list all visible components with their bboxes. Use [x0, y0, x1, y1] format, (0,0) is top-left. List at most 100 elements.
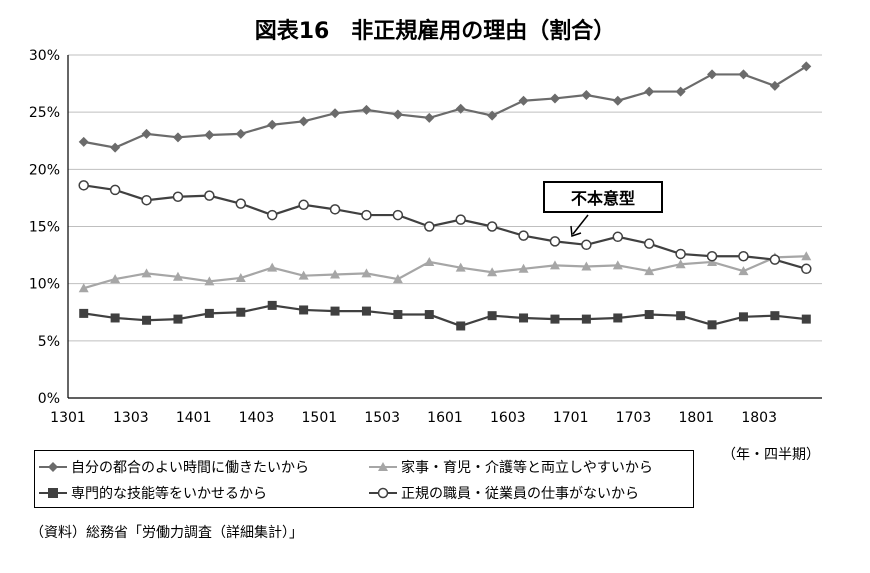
annotation-arrow — [572, 214, 589, 235]
data-point — [78, 283, 89, 293]
data-point — [392, 109, 403, 120]
annotation-arrowhead — [570, 225, 582, 238]
data-point — [424, 256, 435, 266]
data-point — [141, 268, 152, 278]
data-point — [330, 108, 341, 119]
data-point — [110, 142, 121, 153]
data-point — [643, 238, 655, 249]
annotation: 不本意型 — [543, 181, 663, 238]
data-point — [676, 311, 686, 321]
series-line — [83, 304, 807, 328]
legend: 自分の都合のよい時間に働きたいから 家事・育児・介護等と両立しやすいから 専門的… — [34, 450, 694, 508]
x-tick-label: 1301 — [50, 410, 86, 426]
data-point — [769, 254, 781, 265]
legend-label: 専門的な技能等をいかせるから — [71, 486, 267, 502]
data-point — [204, 276, 215, 286]
data-point — [613, 313, 623, 323]
series-line — [83, 65, 807, 149]
data-point — [738, 250, 749, 262]
x-tick-label: 1601 — [427, 410, 463, 426]
data-point — [329, 204, 341, 215]
series-line — [83, 184, 807, 270]
data-point — [675, 259, 686, 269]
data-point — [455, 262, 466, 272]
data-point — [675, 248, 686, 260]
x-tick-label: 1801 — [679, 410, 715, 426]
data-point — [518, 95, 529, 106]
data-point — [612, 95, 623, 106]
data-point — [612, 231, 624, 243]
data-point — [299, 305, 309, 315]
x-tick-label: 1603 — [490, 410, 526, 426]
data-point — [581, 239, 592, 251]
legend-item-3: 正規の職員・従業員の仕事がないから — [369, 483, 639, 503]
legend-marker-triangle-icon — [369, 462, 397, 471]
y-tick-label: 25% — [29, 105, 60, 121]
data-point — [549, 236, 561, 247]
data-point — [141, 128, 152, 139]
data-point — [172, 191, 184, 203]
data-point — [644, 310, 654, 320]
data-point — [78, 136, 89, 147]
data-point — [142, 315, 152, 325]
chart-title: 図表16 非正規雇用の理由（割合） — [255, 18, 616, 44]
data-point — [361, 104, 372, 115]
data-point — [581, 90, 592, 101]
series-0 — [78, 61, 812, 153]
data-point — [392, 274, 403, 284]
data-point — [78, 180, 89, 191]
data-point — [487, 311, 497, 321]
data-point — [266, 209, 278, 221]
legend-label: 家事・育児・介護等と両立しやすいから — [401, 460, 653, 476]
data-point — [707, 69, 718, 80]
data-point — [298, 199, 309, 211]
data-point — [330, 269, 341, 279]
annotation-label: 不本意型 — [571, 189, 635, 208]
data-point — [769, 80, 780, 91]
y-tick-label: 5% — [38, 334, 60, 350]
series-2 — [79, 300, 811, 331]
data-point — [424, 310, 434, 320]
data-point — [235, 128, 246, 139]
x-tick-label: 1501 — [302, 410, 338, 426]
data-point — [801, 263, 812, 275]
data-point — [456, 321, 466, 331]
legend-marker-circle-icon — [369, 487, 397, 499]
data-point — [361, 306, 371, 316]
x-tick-label: 1403 — [239, 410, 275, 426]
data-point — [392, 209, 404, 221]
data-point — [110, 313, 120, 323]
data-point — [455, 214, 466, 225]
data-point — [204, 130, 215, 141]
line-chart: 図表16 非正規雇用の理由（割合） 0% 5% 10% 15% 20% 25% 30% 13… — [29, 18, 822, 426]
legend-marker-square-icon — [39, 488, 67, 498]
data-point — [518, 263, 529, 273]
data-point — [236, 307, 246, 317]
legend-item-0: 自分の都合のよい時間に働きたいから — [39, 457, 309, 477]
legend-item-1: 家事・育児・介護等と両立しやすいから — [369, 457, 653, 477]
data-point — [549, 260, 560, 270]
data-point — [612, 260, 623, 270]
data-point — [298, 116, 309, 127]
data-point — [455, 103, 466, 114]
data-point — [581, 261, 592, 271]
data-point — [675, 86, 686, 97]
data-point — [707, 320, 717, 330]
data-point — [738, 266, 749, 276]
data-point — [267, 300, 277, 310]
data-point — [235, 272, 246, 282]
data-point — [79, 308, 89, 318]
data-point — [644, 266, 655, 276]
y-tick-label: 0% — [38, 391, 60, 407]
data-point — [330, 306, 340, 316]
legend-item-2: 専門的な技能等をいかせるから — [39, 483, 267, 503]
x-tick-label: 1701 — [553, 410, 589, 426]
y-tick-label: 15% — [29, 220, 60, 236]
series-group — [78, 61, 812, 331]
data-point — [267, 262, 278, 272]
series-line — [83, 255, 807, 290]
data-point — [110, 274, 121, 284]
data-point — [204, 190, 215, 201]
y-tick-label: 20% — [29, 162, 60, 178]
source-note: （資料）総務省「労働力調査（詳細集計）」 — [30, 525, 303, 541]
